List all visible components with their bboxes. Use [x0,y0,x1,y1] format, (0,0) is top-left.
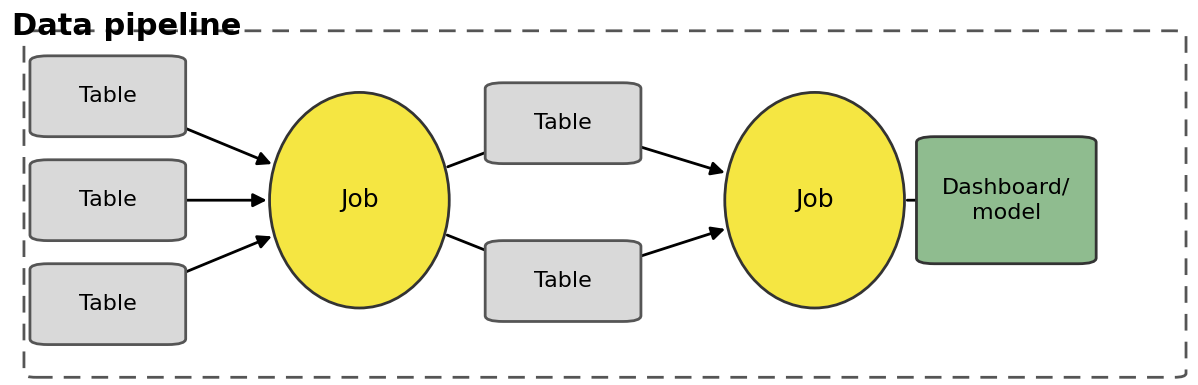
FancyBboxPatch shape [30,160,186,241]
Text: Table: Table [79,86,137,106]
Ellipse shape [725,92,904,308]
Text: Job: Job [340,188,379,212]
Text: Dashboard/
model: Dashboard/ model [942,177,1071,223]
Text: Table: Table [79,294,137,314]
Text: Table: Table [534,113,592,133]
FancyBboxPatch shape [485,241,641,321]
Text: Data pipeline: Data pipeline [12,12,241,40]
FancyBboxPatch shape [30,264,186,345]
Text: Table: Table [79,190,137,210]
FancyBboxPatch shape [30,56,186,137]
Ellipse shape [270,92,449,308]
FancyBboxPatch shape [485,83,641,164]
FancyBboxPatch shape [916,137,1096,264]
FancyBboxPatch shape [24,31,1186,377]
Text: Table: Table [534,271,592,291]
Text: Job: Job [795,188,834,212]
